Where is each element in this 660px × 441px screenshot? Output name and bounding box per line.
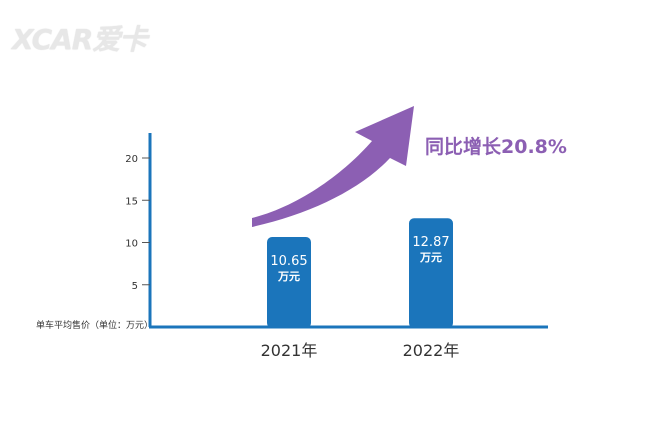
bar-value-label: 12.87 — [412, 235, 449, 250]
y-axis-ticks: 5 10 15 20 — [125, 154, 150, 292]
bar-value-label: 10.65 — [270, 254, 307, 269]
watermark-logo: XCAR爱卡 — [12, 23, 147, 56]
y-tick-label: 5 — [132, 281, 138, 292]
y-tick-label: 20 — [125, 154, 138, 165]
y-tick-label: 10 — [125, 239, 138, 250]
growth-arrow-layer — [252, 106, 414, 227]
y-tick-label: 15 — [125, 196, 138, 207]
y-axis-label: 单车平均售价（单位：万元） — [36, 319, 153, 331]
chart-axes — [148, 133, 548, 329]
x-category-label: 2021年 — [261, 341, 318, 360]
bar — [267, 237, 311, 328]
growth-arrow-icon — [252, 106, 414, 227]
growth-annotation: 同比增长20.8% — [425, 135, 567, 158]
bar — [409, 218, 453, 328]
bar-unit-label: 万元 — [277, 270, 300, 283]
bar-unit-label: 万元 — [419, 251, 442, 264]
x-category-label: 2022年 — [403, 341, 460, 360]
